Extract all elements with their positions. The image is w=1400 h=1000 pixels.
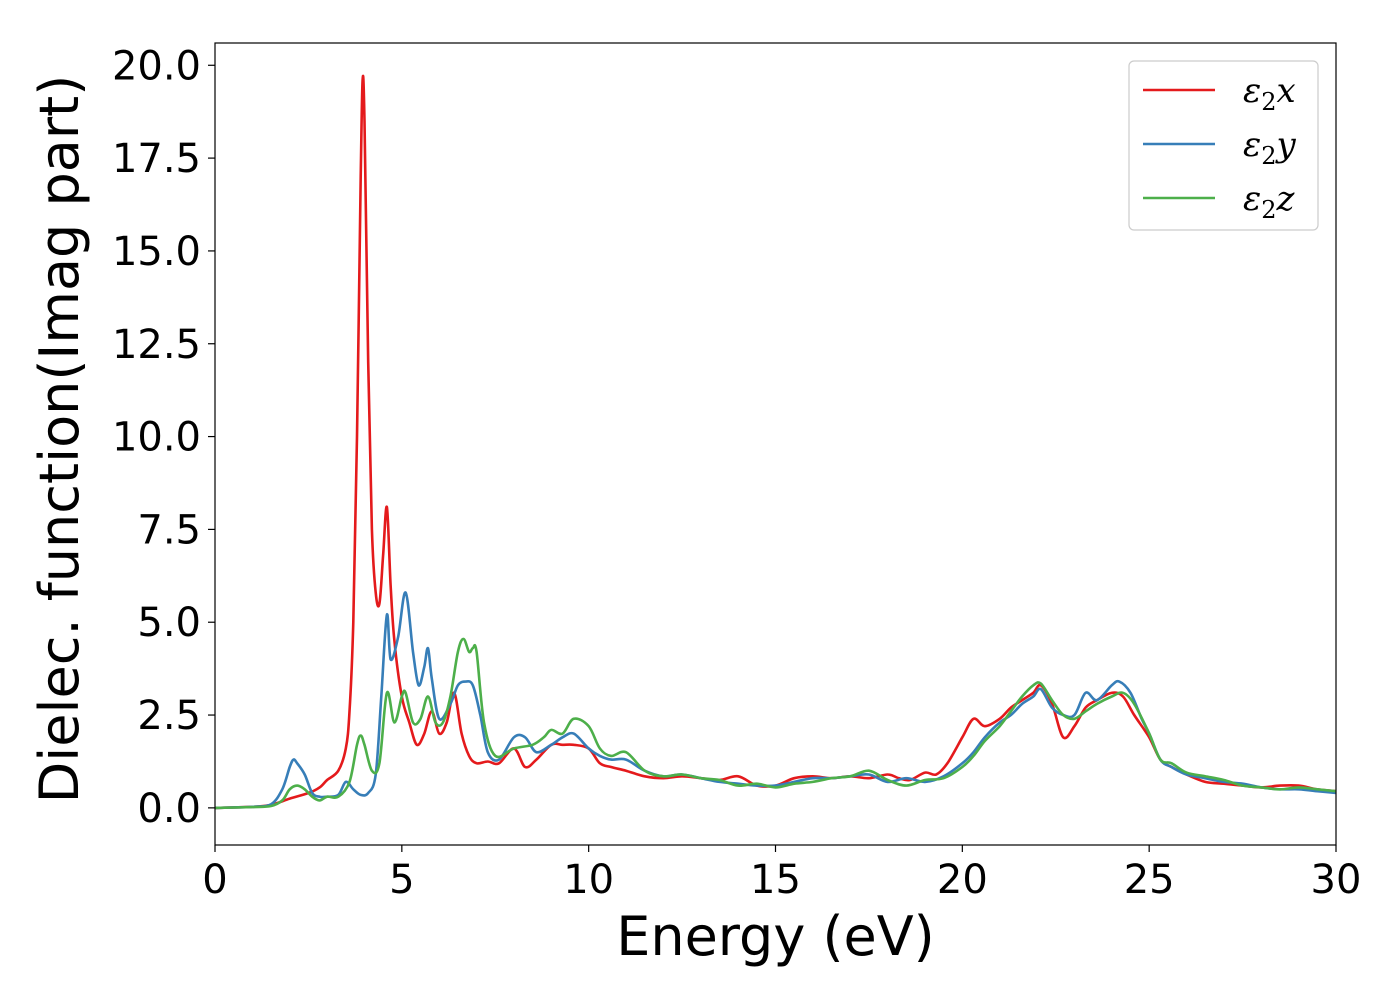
legend-item-z: ε2z	[1143, 179, 1296, 224]
x-tick-label: 5	[389, 857, 414, 903]
x-tick-label: 30	[1311, 857, 1362, 903]
legend-label: ε2y	[1243, 125, 1297, 170]
x-tick-label: 20	[937, 857, 988, 903]
legend: ε2x ε2y ε2z	[1128, 60, 1319, 231]
legend-label: ε2z	[1243, 179, 1296, 224]
y-axis-title: Dielec. function(Imag part)	[28, 75, 91, 804]
y-axis-ticks: 0.0 2.5 5.0 7.5 10.0 12.5 15.0 17.5 20.0	[112, 43, 215, 832]
x-tick-label: 10	[563, 857, 614, 903]
series-line-y	[215, 591, 1336, 810]
legend-box	[1128, 60, 1319, 231]
y-tick-label: 2.5	[137, 693, 201, 739]
y-tick-label: 7.5	[137, 507, 201, 553]
x-axis-title: Energy (eV)	[616, 905, 935, 968]
series-line-z	[215, 637, 1336, 810]
y-tick-label: 20.0	[112, 43, 201, 89]
y-tick-label: 5.0	[137, 600, 201, 646]
y-tick-label: 12.5	[112, 322, 201, 368]
x-tick-label: 25	[1124, 857, 1175, 903]
series-layer	[215, 74, 1336, 810]
legend-item-x: ε2x	[1143, 71, 1296, 116]
y-tick-label: 0.0	[137, 786, 201, 832]
legend-label: ε2x	[1243, 71, 1296, 116]
x-axis-ticks: 0 5 10 15 20 25 30	[202, 845, 1361, 903]
series-line-x	[215, 74, 1336, 810]
x-tick-label: 0	[202, 857, 227, 903]
y-tick-label: 10.0	[112, 415, 201, 461]
y-tick-label: 17.5	[112, 136, 201, 182]
y-tick-label: 15.0	[112, 229, 201, 275]
legend-item-y: ε2y	[1143, 125, 1297, 170]
x-tick-label: 15	[750, 857, 801, 903]
